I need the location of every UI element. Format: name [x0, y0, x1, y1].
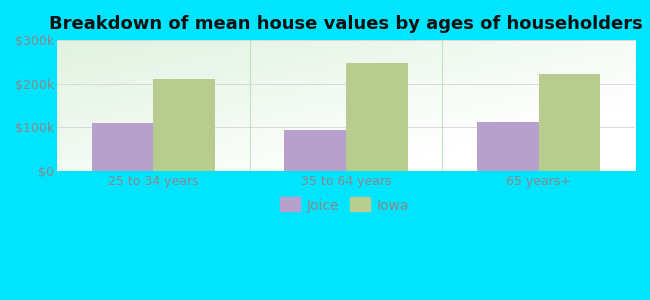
Bar: [539, 74, 601, 171]
Bar: [92, 123, 153, 171]
Legend: Joice, Iowa: Joice, Iowa: [278, 194, 415, 219]
Bar: [346, 63, 408, 171]
Bar: [153, 80, 215, 171]
Bar: [284, 130, 346, 171]
Bar: [477, 122, 539, 171]
Title: Breakdown of mean house values by ages of householders: Breakdown of mean house values by ages o…: [49, 15, 643, 33]
